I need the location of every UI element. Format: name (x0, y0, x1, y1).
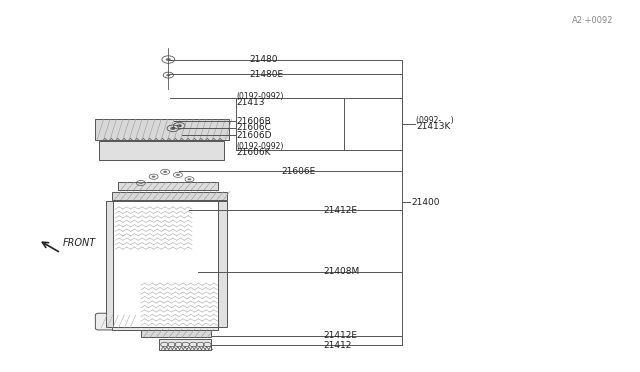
Text: 21606C: 21606C (237, 124, 271, 132)
Polygon shape (141, 329, 211, 337)
Text: 21606E: 21606E (282, 167, 316, 176)
Text: 21606D: 21606D (237, 131, 272, 140)
Text: A2·+0092: A2·+0092 (572, 16, 613, 25)
Text: 21413: 21413 (237, 98, 266, 107)
Circle shape (177, 124, 182, 127)
FancyBboxPatch shape (95, 313, 140, 330)
Bar (218, 201, 227, 327)
Circle shape (152, 176, 156, 178)
Polygon shape (159, 339, 211, 350)
Text: 21606B: 21606B (237, 117, 271, 126)
Circle shape (188, 178, 191, 180)
Text: 21480E: 21480E (250, 70, 284, 79)
Circle shape (176, 174, 180, 176)
Text: FRONT: FRONT (63, 238, 96, 247)
Bar (118, 182, 218, 190)
Bar (112, 327, 218, 330)
Text: 21412E: 21412E (323, 331, 357, 340)
Text: 21412: 21412 (323, 341, 351, 350)
Bar (106, 201, 113, 327)
Circle shape (139, 182, 143, 184)
Text: 21606K: 21606K (237, 148, 271, 157)
Text: (0992-    ): (0992- ) (416, 116, 454, 125)
Text: 21412E: 21412E (323, 206, 357, 215)
Circle shape (166, 74, 170, 76)
Bar (99, 141, 224, 160)
Circle shape (166, 58, 171, 61)
Bar (112, 192, 227, 200)
Bar (112, 201, 218, 327)
Text: 21408M: 21408M (323, 267, 360, 276)
Circle shape (170, 127, 175, 130)
Text: 21413K: 21413K (416, 122, 451, 131)
Text: (0192-0992): (0192-0992) (237, 142, 284, 151)
Text: 21480: 21480 (250, 55, 278, 64)
Text: (0192-0992): (0192-0992) (237, 92, 284, 101)
Circle shape (163, 171, 167, 173)
Bar (95, 119, 229, 140)
Text: 21400: 21400 (411, 198, 440, 207)
